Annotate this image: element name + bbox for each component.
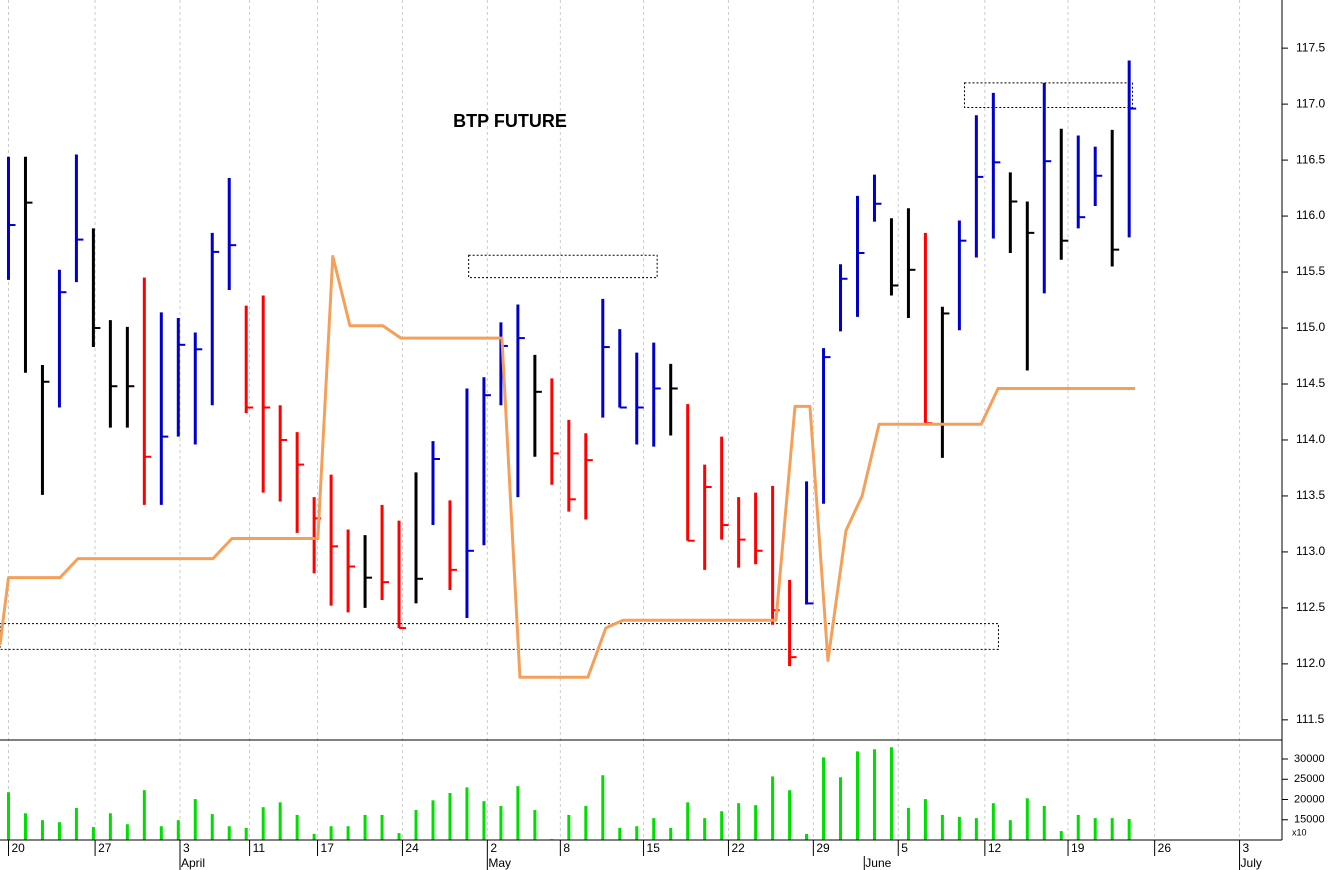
y-tick-label: 111.5	[1296, 712, 1325, 726]
x-tick-label: 24	[405, 841, 419, 855]
x-tick-label: 20	[11, 841, 25, 855]
y-tick-label: 20000	[1294, 793, 1325, 805]
month-label: June	[865, 856, 891, 870]
x-tick-label: 15	[647, 841, 661, 855]
y-tick-label: 15000	[1294, 814, 1325, 826]
x-tick-label: 3	[183, 841, 190, 855]
chart-title: BTP FUTURE	[453, 111, 567, 131]
x-tick-label: 5	[901, 841, 908, 855]
x-tick-label: 3	[1243, 841, 1250, 855]
y-tick-label: 115.5	[1296, 264, 1325, 278]
y-tick-label: 113.5	[1296, 488, 1325, 502]
y-tick-label: 30000	[1294, 753, 1325, 765]
y-tick-label: 117.5	[1296, 40, 1325, 54]
y-tick-label: 116.0	[1296, 208, 1325, 222]
y-tick-label: 112.0	[1296, 656, 1325, 670]
volume-unit: x10	[1292, 827, 1307, 837]
x-tick-label: 17	[321, 841, 335, 855]
y-tick-label: 116.5	[1296, 152, 1325, 166]
month-label: July	[1241, 856, 1262, 870]
y-tick-label: 25000	[1294, 773, 1325, 785]
y-tick-label: 114.5	[1296, 376, 1325, 390]
x-tick-label: 12	[988, 841, 1002, 855]
range-box	[468, 254, 658, 279]
range-box	[963, 82, 1134, 108]
y-tick-label: 115.0	[1296, 320, 1325, 334]
x-tick-label: 22	[731, 841, 745, 855]
y-tick-label: 112.5	[1296, 600, 1325, 614]
month-label: May	[488, 856, 511, 870]
indicator-line	[0, 254, 1136, 679]
x-tick-label: 11	[253, 841, 266, 855]
x-tick-label: 26	[1158, 841, 1172, 855]
y-tick-label: 113.0	[1296, 544, 1325, 558]
x-tick-label: 27	[98, 841, 112, 855]
x-tick-label: 19	[1071, 841, 1085, 855]
y-tick-label: 114.0	[1296, 432, 1325, 446]
grid	[7, 0, 1241, 840]
x-tick-label: 29	[816, 841, 830, 855]
x-tick-label: 2	[490, 841, 497, 855]
y-tick-label: 117.0	[1296, 96, 1325, 110]
plot	[0, 60, 1137, 840]
x-tick-label: 8	[563, 841, 570, 855]
month-label: April	[181, 856, 205, 870]
